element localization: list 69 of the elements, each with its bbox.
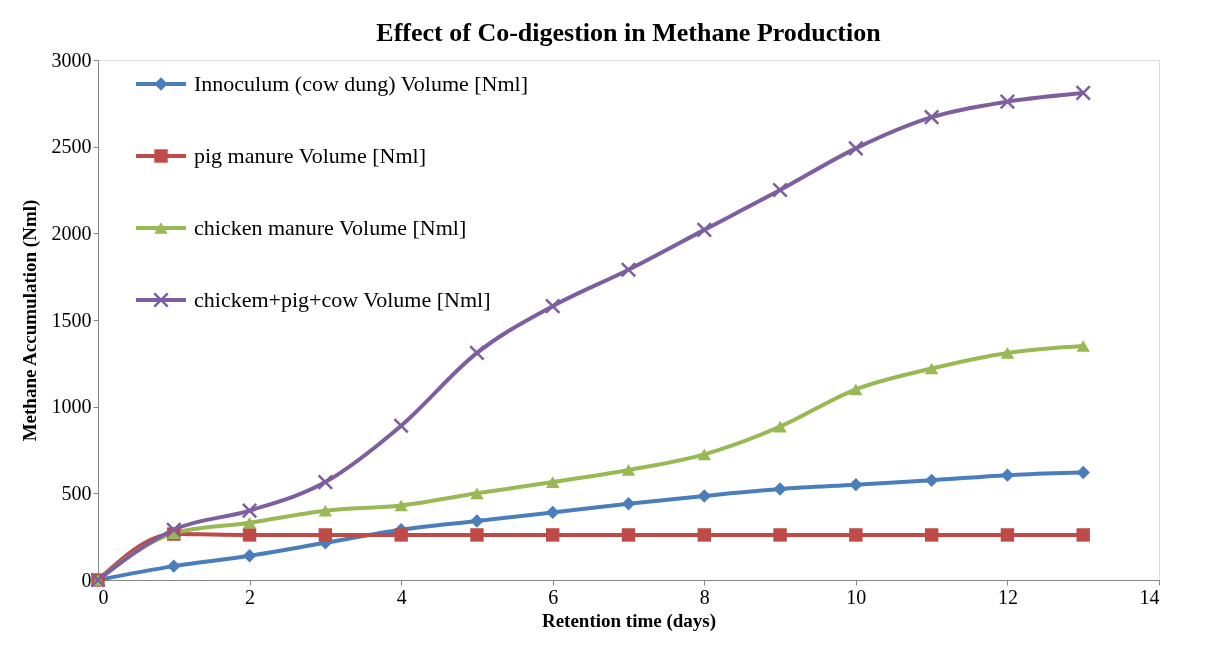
point (849, 383, 863, 396)
point (697, 489, 711, 503)
point (318, 528, 333, 542)
point (620, 261, 637, 278)
x-tick-label: 8 (699, 585, 710, 608)
point (847, 140, 864, 157)
point (470, 528, 484, 542)
point (924, 362, 939, 375)
point (999, 93, 1016, 110)
point (242, 549, 257, 563)
point (923, 109, 940, 126)
point (697, 528, 711, 542)
point (1076, 340, 1090, 352)
point (318, 504, 333, 517)
point (470, 487, 484, 500)
point (317, 474, 334, 491)
point (621, 464, 636, 476)
point (773, 482, 787, 496)
point (242, 528, 257, 542)
point (772, 182, 789, 198)
x-tick-label: 6 (548, 585, 559, 608)
point (546, 528, 560, 542)
point (468, 344, 485, 361)
point (165, 521, 182, 538)
x-tick-label: 2 (245, 585, 256, 608)
y-tick-label: 2500 (51, 135, 92, 158)
point (697, 448, 711, 461)
legend-label: Innoculum (cow dung) Volume [Nml] (194, 71, 529, 96)
y-tick-label: 1500 (51, 308, 92, 331)
point (924, 473, 939, 488)
point (544, 298, 561, 315)
point (1000, 528, 1015, 542)
y-tick-label: 3000 (51, 48, 92, 71)
y-tick-label: 2000 (51, 221, 92, 244)
point (621, 497, 636, 511)
x-tick-label: 0 (98, 585, 109, 608)
point (546, 476, 560, 488)
point (394, 499, 408, 512)
x-tick-label: 14 (1139, 585, 1160, 608)
point (849, 477, 863, 492)
legend-label: chickem+pig+cow Volume [Nml] (194, 287, 491, 312)
x-axis-title: Retention time (days) (541, 609, 717, 632)
y-tick-label: 500 (61, 481, 92, 504)
chart-title: Effect of Co-digestion in Methane Production (376, 18, 882, 47)
legend-label: pig manure Volume [Nml] (194, 143, 426, 168)
point (242, 516, 257, 529)
point (621, 528, 636, 542)
legend-label: chicken manure Volume [Nml] (194, 215, 467, 240)
point (849, 528, 863, 542)
y-tick-label: 1000 (51, 395, 92, 418)
point (773, 528, 787, 542)
x-tick-label: 4 (396, 585, 407, 608)
point (1075, 84, 1092, 101)
point (241, 502, 258, 519)
point (924, 528, 939, 542)
x-tick-label: 12 (997, 585, 1018, 608)
point (167, 559, 181, 573)
y-tick-label: 0 (81, 568, 92, 591)
y-axis-title: Methane Accumulation (Nml) (18, 199, 41, 442)
point (773, 420, 787, 433)
point (1000, 468, 1015, 482)
x-tick-label: 10 (846, 585, 867, 608)
point (394, 528, 408, 542)
point (1076, 465, 1090, 480)
point (470, 514, 484, 528)
point (1000, 347, 1015, 359)
point (546, 505, 560, 520)
point (1076, 528, 1090, 542)
point (696, 221, 713, 238)
